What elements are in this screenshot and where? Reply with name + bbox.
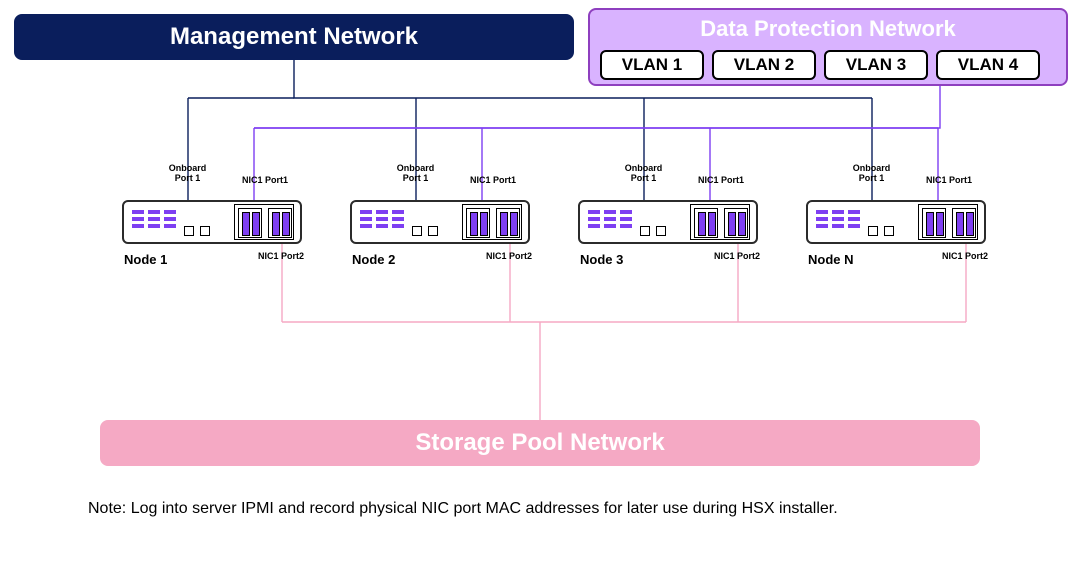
node-label: Node N [808,252,854,267]
nic1-port1-label: NIC1 Port1 [914,176,984,186]
node-label: Node 1 [124,252,167,267]
node-label: Node 3 [580,252,623,267]
footnote: Note: Log into server IPMI and record ph… [88,500,838,518]
management-network-label: Management Network [170,23,418,51]
onboard-port-label: OnboardPort 1 [616,164,671,184]
management-network-box: Management Network [14,14,574,60]
wiring-layer [0,0,1078,576]
vlan-pill-4: VLAN 4 [936,50,1040,80]
nic1-port2-label: NIC1 Port2 [702,252,772,262]
node-1: Node 1OnboardPort 1NIC1 Port1NIC1 Port2 [122,200,302,244]
vlan-pill-1: VLAN 1 [600,50,704,80]
nic1-port1-label: NIC1 Port1 [230,176,300,186]
nic1-port1-label: NIC1 Port1 [686,176,756,186]
storage-pool-network-box: Storage Pool Network [100,420,980,466]
vlan-pill-3: VLAN 3 [824,50,928,80]
data-protection-network-label: Data Protection Network [590,16,1066,42]
nic1-port1-label: NIC1 Port1 [458,176,528,186]
onboard-port-label: OnboardPort 1 [844,164,899,184]
nic1-port2-label: NIC1 Port2 [246,252,316,262]
node-label: Node 2 [352,252,395,267]
nic1-port2-label: NIC1 Port2 [474,252,544,262]
onboard-port-label: OnboardPort 1 [160,164,215,184]
onboard-port-label: OnboardPort 1 [388,164,443,184]
vlan-pill-2: VLAN 2 [712,50,816,80]
node-2: Node 2OnboardPort 1NIC1 Port1NIC1 Port2 [350,200,530,244]
nic1-port2-label: NIC1 Port2 [930,252,1000,262]
node-4: Node NOnboardPort 1NIC1 Port1NIC1 Port2 [806,200,986,244]
node-3: Node 3OnboardPort 1NIC1 Port1NIC1 Port2 [578,200,758,244]
storage-pool-network-label: Storage Pool Network [415,429,664,457]
diagram-canvas: Management Network Data Protection Netwo… [0,0,1078,576]
